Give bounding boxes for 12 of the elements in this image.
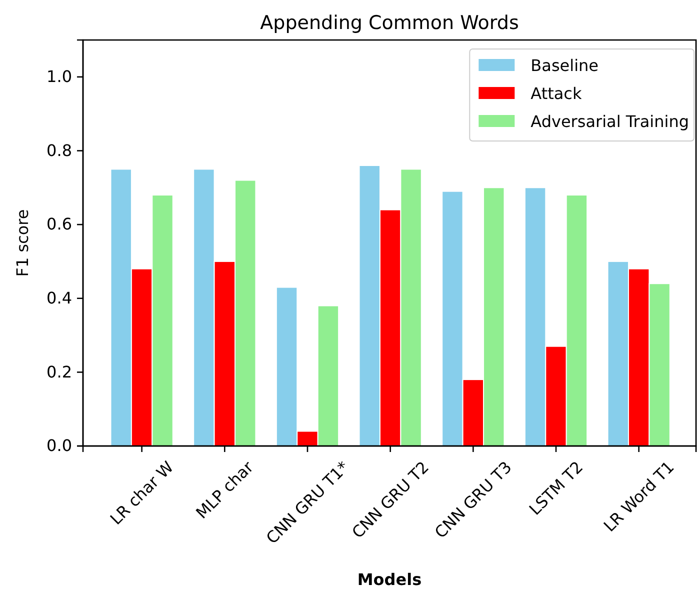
y-tick-label: 0.4 — [46, 288, 72, 308]
y-tick-label: 0.8 — [46, 140, 72, 160]
y-tick-label: 1.0 — [46, 67, 72, 86]
legend-label: Baseline — [530, 56, 598, 75]
x-axis-title: Models — [357, 570, 422, 589]
legend-label: Adversarial Training — [530, 112, 689, 131]
chart-title: Appending Common Words — [260, 12, 519, 34]
legend-label: Attack — [530, 84, 582, 103]
y-tick-label: 0.0 — [46, 436, 72, 456]
y-axis-title: F1 score — [13, 209, 32, 277]
y-tick-label: 0.6 — [46, 214, 72, 234]
y-tick-label: 0.2 — [46, 362, 72, 382]
